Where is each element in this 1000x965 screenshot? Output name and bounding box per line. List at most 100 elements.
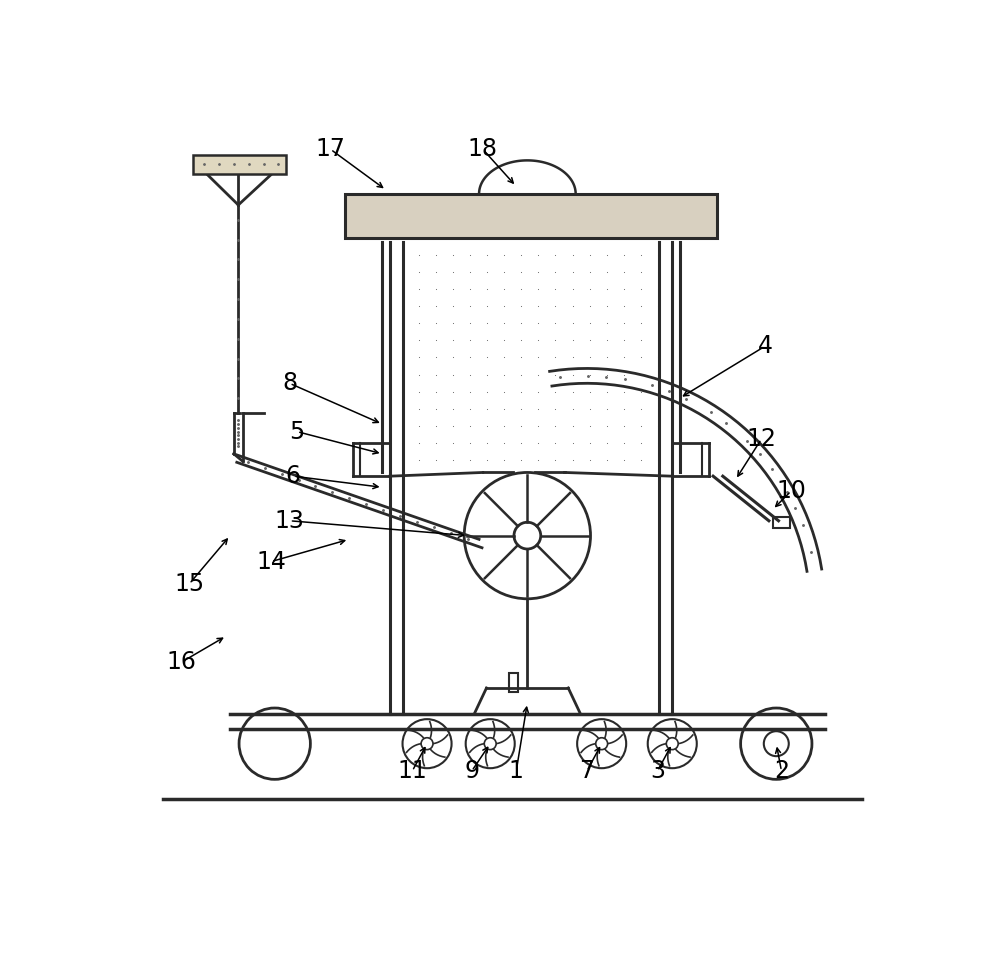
Point	[582, 333, 598, 348]
Point	[479, 453, 495, 468]
Point	[428, 298, 444, 314]
Point	[479, 367, 495, 382]
Point	[394, 435, 410, 451]
Point	[411, 264, 427, 280]
Point	[547, 264, 563, 280]
Point	[633, 247, 649, 262]
Point	[616, 401, 632, 417]
Circle shape	[421, 737, 433, 750]
Point	[394, 349, 410, 365]
Point	[462, 298, 478, 314]
Point	[445, 282, 461, 297]
Point	[496, 349, 512, 365]
Point	[513, 298, 529, 314]
Point	[428, 349, 444, 365]
Point	[530, 453, 546, 468]
Point	[394, 282, 410, 297]
Bar	[509, 674, 518, 692]
Point	[462, 316, 478, 331]
Point	[462, 453, 478, 468]
Point	[428, 316, 444, 331]
Point	[650, 316, 666, 331]
Point	[445, 435, 461, 451]
Point	[411, 247, 427, 262]
Point	[633, 435, 649, 451]
Bar	[345, 194, 717, 238]
Point	[582, 247, 598, 262]
Point	[530, 298, 546, 314]
Point	[513, 247, 529, 262]
Point	[530, 401, 546, 417]
Point	[599, 247, 615, 262]
Text: 16: 16	[167, 650, 197, 674]
Point	[633, 298, 649, 314]
Point	[565, 264, 581, 280]
Point	[616, 333, 632, 348]
Text: 4: 4	[758, 334, 773, 358]
Point	[479, 264, 495, 280]
Point	[530, 247, 546, 262]
Point	[496, 453, 512, 468]
Text: 13: 13	[275, 509, 305, 533]
Point	[616, 264, 632, 280]
Point	[530, 264, 546, 280]
Point	[445, 418, 461, 433]
Point	[428, 418, 444, 433]
Point	[547, 418, 563, 433]
Point	[428, 333, 444, 348]
Point	[547, 333, 563, 348]
Point	[565, 247, 581, 262]
Text: 1: 1	[509, 759, 524, 784]
Point	[445, 349, 461, 365]
Point	[479, 401, 495, 417]
Point	[445, 367, 461, 382]
Point	[394, 298, 410, 314]
Point	[479, 282, 495, 297]
Point	[582, 453, 598, 468]
Point	[650, 264, 666, 280]
Text: 7: 7	[579, 759, 594, 784]
Point	[616, 247, 632, 262]
Point	[530, 333, 546, 348]
Point	[394, 367, 410, 382]
Point	[582, 384, 598, 400]
Point	[599, 367, 615, 382]
Point	[633, 401, 649, 417]
Point	[411, 418, 427, 433]
Point	[479, 418, 495, 433]
Point	[565, 282, 581, 297]
Point	[530, 316, 546, 331]
Text: 12: 12	[746, 427, 776, 451]
Point	[633, 453, 649, 468]
Point	[513, 282, 529, 297]
Point	[496, 367, 512, 382]
Point	[650, 453, 666, 468]
Point	[582, 282, 598, 297]
Point	[462, 418, 478, 433]
Point	[599, 435, 615, 451]
Point	[530, 349, 546, 365]
Point	[650, 349, 666, 365]
Point	[513, 367, 529, 382]
Point	[479, 333, 495, 348]
Point	[565, 349, 581, 365]
Point	[565, 333, 581, 348]
Point	[479, 247, 495, 262]
Point	[633, 264, 649, 280]
Point	[616, 282, 632, 297]
Point	[633, 282, 649, 297]
Point	[411, 349, 427, 365]
Point	[462, 349, 478, 365]
Circle shape	[666, 737, 678, 750]
Point	[513, 316, 529, 331]
Circle shape	[514, 522, 541, 549]
Point	[513, 401, 529, 417]
Point	[411, 333, 427, 348]
Point	[582, 349, 598, 365]
Point	[582, 264, 598, 280]
Point	[462, 384, 478, 400]
Point	[513, 349, 529, 365]
Point	[616, 453, 632, 468]
Point	[547, 349, 563, 365]
Point	[530, 435, 546, 451]
